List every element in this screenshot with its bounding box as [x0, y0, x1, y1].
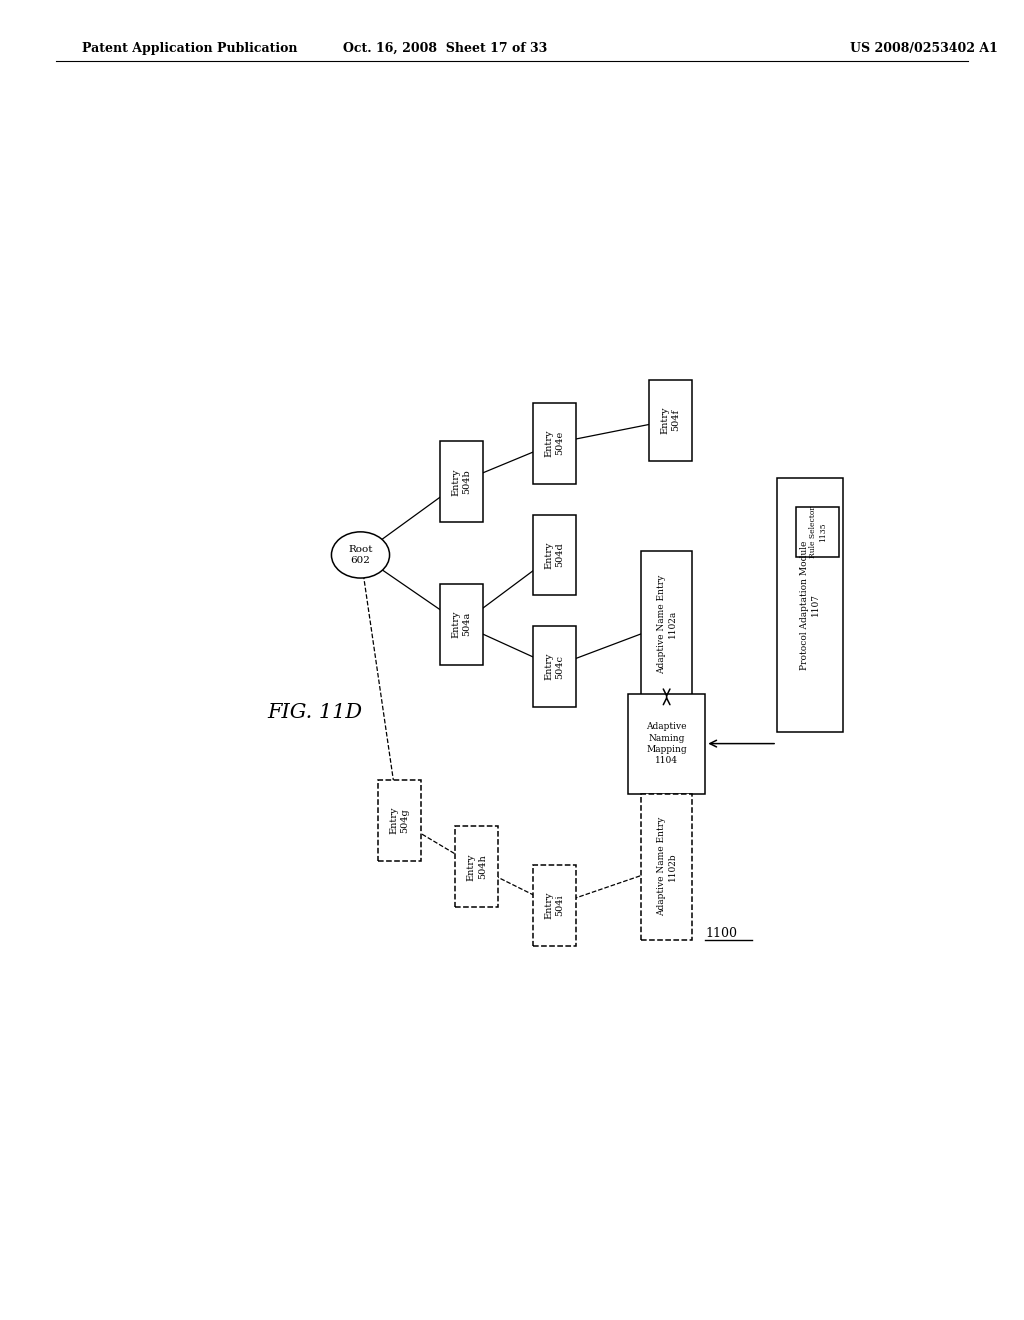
FancyBboxPatch shape: [440, 583, 482, 665]
Ellipse shape: [332, 532, 389, 578]
Text: Entry
504a: Entry 504a: [452, 610, 471, 638]
FancyBboxPatch shape: [641, 793, 692, 940]
FancyBboxPatch shape: [641, 552, 692, 697]
Text: Adaptive Name Entry
1102a: Adaptive Name Entry 1102a: [656, 574, 677, 675]
Text: Oct. 16, 2008  Sheet 17 of 33: Oct. 16, 2008 Sheet 17 of 33: [343, 42, 548, 55]
Text: Rule Selector
1135: Rule Selector 1135: [809, 506, 826, 558]
FancyBboxPatch shape: [532, 865, 575, 945]
Text: Entry
504d: Entry 504d: [544, 541, 564, 569]
FancyBboxPatch shape: [649, 380, 692, 461]
Text: Entry
504h: Entry 504h: [467, 853, 486, 880]
Text: Entry
504g: Entry 504g: [389, 807, 410, 834]
Text: FIG. 11D: FIG. 11D: [267, 704, 362, 722]
Text: Protocol Adaptation Module
1107: Protocol Adaptation Module 1107: [800, 540, 820, 669]
FancyBboxPatch shape: [797, 507, 839, 557]
Text: Patent Application Publication: Patent Application Publication: [82, 42, 297, 55]
Text: Entry
504c: Entry 504c: [544, 653, 564, 680]
Text: Entry
504f: Entry 504f: [660, 407, 681, 434]
Text: 1100: 1100: [706, 927, 737, 940]
Text: Adaptive Name Entry
1102b: Adaptive Name Entry 1102b: [656, 817, 677, 916]
Text: US 2008/0253402 A1: US 2008/0253402 A1: [850, 42, 997, 55]
FancyBboxPatch shape: [628, 693, 706, 793]
FancyBboxPatch shape: [532, 626, 575, 708]
FancyBboxPatch shape: [378, 780, 421, 861]
FancyBboxPatch shape: [777, 478, 843, 733]
FancyBboxPatch shape: [532, 403, 575, 483]
Text: Root
602: Root 602: [348, 545, 373, 565]
Text: Entry
504i: Entry 504i: [544, 891, 564, 919]
FancyBboxPatch shape: [532, 515, 575, 595]
Text: Entry
504e: Entry 504e: [544, 429, 564, 457]
Text: Entry
504b: Entry 504b: [452, 469, 471, 495]
FancyBboxPatch shape: [440, 441, 482, 523]
Text: Adaptive
Naming
Mapping
1104: Adaptive Naming Mapping 1104: [646, 722, 687, 764]
FancyBboxPatch shape: [456, 826, 498, 907]
